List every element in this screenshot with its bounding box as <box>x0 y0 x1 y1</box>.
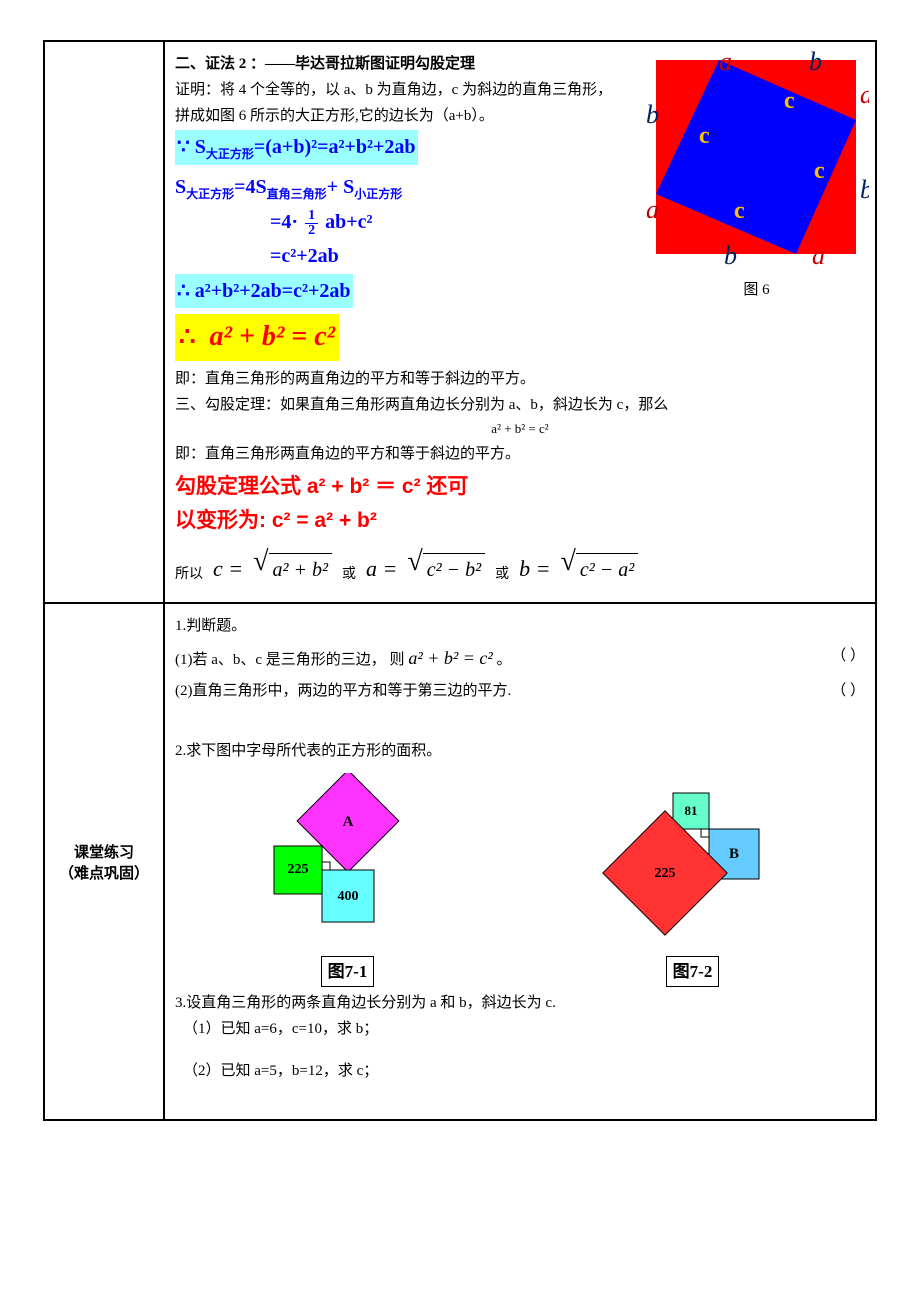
eq2-mid2: + S <box>327 176 355 198</box>
eq3-d: 2 <box>305 224 318 238</box>
fig71-svg: A 225 400 <box>248 773 448 948</box>
fig6-a-bot: a <box>812 241 825 266</box>
formula-box-l1: 勾股定理公式 a² + b² ＝ c² 还可 <box>175 475 468 498</box>
fig6-b-right: b <box>860 175 869 204</box>
q1-head: 1.判断题。 <box>175 614 865 638</box>
eq6: ∴ a² + b² = c² <box>175 314 339 361</box>
formula-box-l2: 以变形为: c² = a² + b² <box>175 509 377 532</box>
figure-6-caption: 图 6 <box>644 278 869 302</box>
p6-c: c = <box>213 551 243 586</box>
eq1-rhs: =(a+b)²=a²+b²+2ab <box>254 136 416 158</box>
p3: 即：直角三角形的两直角边的平方和等于斜边的平方。 <box>175 367 865 391</box>
eq2-sub3: 小正方形 <box>354 187 402 201</box>
exercise-left-l1: 课堂练习 <box>74 841 134 862</box>
sqrt-b: √c² − a² <box>560 551 638 586</box>
exercise-left-l2: （难点巩固） <box>59 862 149 883</box>
figure-7-2: 81 B 225 图7-2 <box>593 773 793 987</box>
fig71-400-label: 400 <box>337 889 358 904</box>
eq2-mid1: =4S <box>234 176 267 198</box>
eq1-sub: 大正方形 <box>206 147 254 161</box>
exercise-content: 1.判断题。 (1)若 a、b、c 是三角形的三边， 则 a² + b² = c… <box>165 604 875 1119</box>
q3-head: 3.设直角三角形的两条直角边长分别为 a 和 b，斜边长为 c. <box>175 991 865 1015</box>
q1-1: (1)若 a、b、c 是三角形的三边， 则 a² + b² = c² 。 （ ） <box>175 644 865 673</box>
derived-line: 所以 c = √a² + b² 或 a = √c² − b² 或 b = √c²… <box>175 551 865 586</box>
eq2-sub1: 大正方形 <box>186 187 234 201</box>
q1-2-text: (2)直角三角形中，两边的平方和等于第三边的平方. <box>175 679 511 703</box>
fig6-a-left: a <box>646 195 659 224</box>
p6-or2: 或 <box>495 564 509 586</box>
q1-1-tail: 。 <box>497 652 512 668</box>
fig6-a-top: a <box>719 48 732 76</box>
figure-6-wrap: a b a b a b a b c c c c 图 6 <box>644 48 869 302</box>
figure-6-svg: a b a b a b a b c c c c <box>644 48 869 266</box>
eq3-n: 1 <box>305 209 318 224</box>
eq5-body: a²+b²+2ab=c²+2ab <box>195 280 351 302</box>
fig6-b-top: b <box>809 48 822 76</box>
eq6-body: a² + b² = c² <box>210 321 336 352</box>
exercise-left: 课堂练习 （难点巩固） <box>45 604 165 1119</box>
eq1: ∵ S大正方形=(a+b)²=a²+b²+2ab <box>175 130 418 165</box>
sqrt-c-body: a² + b² <box>269 553 333 586</box>
p4: 三、勾股定理：如果直角三角形两直角边长分别为 a、b，斜边长为 c，那么 <box>175 393 865 417</box>
eq1-pre: ∵ <box>177 136 190 158</box>
eq6-pre: ∴ <box>179 322 196 351</box>
eq6-line: ∴ a² + b² = c² <box>175 314 865 361</box>
q1-1-paren[interactable]: （ ） <box>831 644 865 673</box>
fig6-c1: c <box>784 88 795 114</box>
fig72-225-label: 225 <box>654 866 675 881</box>
p5: 即：直角三角形两直角边的平方和等于斜边的平方。 <box>175 442 865 466</box>
sqrt-a-body: c² − b² <box>423 553 485 586</box>
eq3-pre: =4· <box>270 211 298 233</box>
fig6-b-bot: b <box>724 241 737 266</box>
sqrt-c: √a² + b² <box>253 551 332 586</box>
q1-2: (2)直角三角形中，两边的平方和等于第三边的平方. （ ） <box>175 679 865 703</box>
fig6-c3: c <box>734 198 745 224</box>
fig6-b-left: b <box>646 100 659 129</box>
formula-box: 勾股定理公式 a² + b² ＝ c² 还可 以变形为: c² = a² + b… <box>175 470 865 537</box>
eq7: a² + b² = c² <box>175 419 865 440</box>
q3-2: （2）已知 a=5，b=12，求 c； <box>183 1059 865 1083</box>
figure-7-1: A 225 400 图7-1 <box>248 773 448 987</box>
fig72-right-angle <box>701 829 709 837</box>
eq1-S: S <box>195 136 206 158</box>
q1-1-eq: a² + b² = c² <box>408 648 492 668</box>
fig72-svg: 81 B 225 <box>593 773 793 948</box>
fig71-caption: 图7-1 <box>321 956 375 987</box>
eq2-sub2: 直角三角形 <box>267 187 327 201</box>
exercise-row: 课堂练习 （难点巩固） 1.判断题。 (1)若 a、b、c 是三角形的三边， 则… <box>45 604 875 1119</box>
eq5: ∴ a²+b²+2ab=c²+2ab <box>175 274 353 308</box>
fig71-225-label: 225 <box>287 862 308 877</box>
fig72-81-label: 81 <box>684 803 697 818</box>
p6-b: b = <box>519 551 550 586</box>
eq3-frac: 12 <box>305 209 318 238</box>
fig71-A-label: A <box>342 814 353 830</box>
q2-head: 2.求下图中字母所代表的正方形的面积。 <box>175 739 865 763</box>
p6-or1: 或 <box>342 564 356 586</box>
teaching-content: a b a b a b a b c c c c 图 6 二、证法 2 ：——毕达… <box>165 42 875 602</box>
eq5-pre: ∴ <box>177 280 190 302</box>
eq3-rhs: ab+c² <box>325 211 372 233</box>
sqrt-a: √c² − b² <box>407 551 485 586</box>
teaching-left <box>45 42 165 602</box>
eq2-S1: S <box>175 176 186 198</box>
fig71-right-angle <box>322 862 330 870</box>
q1-1-pre: (1)若 a、b、c 是三角形的三边， 则 <box>175 652 408 668</box>
p6-a: a = <box>366 551 397 586</box>
teaching-row: a b a b a b a b c c c c 图 6 二、证法 2 ：——毕达… <box>45 42 875 604</box>
fig72-B-label: B <box>728 846 738 862</box>
fig6-c4: c <box>699 123 710 149</box>
q1-1-text: (1)若 a、b、c 是三角形的三边， 则 a² + b² = c² 。 <box>175 644 512 673</box>
fig6-c2: c <box>814 158 825 184</box>
p6-pre: 所以 <box>175 564 203 586</box>
q3-1: （1）已知 a=6，c=10，求 b； <box>183 1017 865 1041</box>
figures-row: A 225 400 图7-1 81 B <box>175 773 865 987</box>
fig72-caption: 图7-2 <box>666 956 720 987</box>
q1-2-paren[interactable]: （ ） <box>831 679 865 703</box>
page: a b a b a b a b c c c c 图 6 二、证法 2 ：——毕达… <box>43 40 877 1121</box>
sqrt-b-body: c² − a² <box>576 553 638 586</box>
fig6-a-right: a <box>860 80 869 109</box>
